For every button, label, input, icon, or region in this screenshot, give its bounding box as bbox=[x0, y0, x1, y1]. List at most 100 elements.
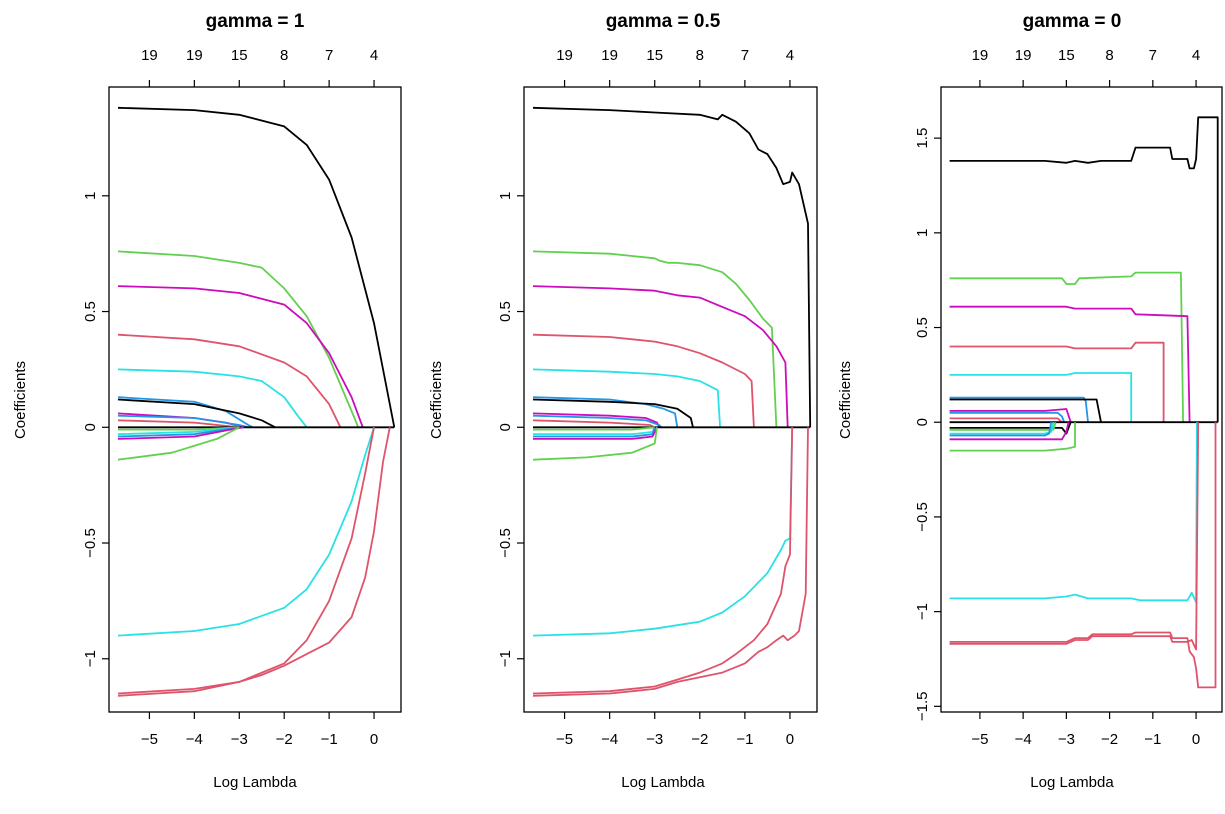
y-tick-label: −1.5 bbox=[914, 692, 931, 722]
coefficient-path-17 bbox=[532, 427, 794, 637]
coefficient-path-14 bbox=[949, 421, 1055, 435]
y-tick-label: 0.5 bbox=[497, 301, 514, 322]
coefficient-path-16 bbox=[949, 422, 1070, 441]
coefficient-path-15 bbox=[533, 426, 658, 440]
top-tick-label: 19 bbox=[1015, 47, 1032, 64]
y-tick-label: 0.5 bbox=[914, 317, 931, 338]
x-tick-label: −3 bbox=[231, 731, 248, 748]
coefficient-path-15 bbox=[949, 422, 1053, 437]
y-tick-label: −0.5 bbox=[914, 502, 931, 532]
coefficient-path-4 bbox=[949, 341, 1165, 423]
plot-frame bbox=[523, 86, 818, 713]
x-tick-label: −3 bbox=[1058, 731, 1075, 748]
top-tick-label: 7 bbox=[1149, 47, 1157, 64]
x-tick-label: −4 bbox=[601, 731, 618, 748]
coefficient-path-7 bbox=[117, 398, 276, 429]
x-tick-label: −4 bbox=[1015, 731, 1032, 748]
coefficient-path-10 bbox=[532, 419, 656, 429]
panel-title: gamma = 0 bbox=[1023, 11, 1122, 32]
x-tick-label: −2 bbox=[1101, 731, 1118, 748]
coefficient-path-20 bbox=[949, 422, 1200, 651]
coefficient-path-5 bbox=[117, 368, 308, 428]
top-tick-label: 4 bbox=[370, 47, 378, 64]
series-group bbox=[532, 106, 812, 697]
coefficient-path-9 bbox=[117, 414, 249, 429]
coefficient-path-17 bbox=[949, 422, 1076, 452]
y-tick-label: −0.5 bbox=[497, 528, 514, 558]
x-tick-label: 0 bbox=[786, 731, 794, 748]
y-tick-label: −1 bbox=[497, 650, 514, 667]
coefficient-path-10 bbox=[949, 417, 1063, 423]
x-tick-label: −1 bbox=[1144, 731, 1161, 748]
y-tick-label: 0 bbox=[82, 423, 99, 431]
top-tick-label: 4 bbox=[1192, 47, 1200, 64]
y-tick-label: 1.5 bbox=[914, 128, 931, 149]
coefficient-path-18 bbox=[532, 427, 794, 695]
coefficient-path-7 bbox=[949, 398, 1102, 423]
coefficient-path-18 bbox=[117, 427, 375, 695]
plot-frame bbox=[108, 86, 402, 713]
top-tick-label: 8 bbox=[696, 47, 704, 64]
top-tick-label: 8 bbox=[1105, 47, 1113, 64]
coefficient-path-1 bbox=[117, 106, 396, 428]
top-tick-label: 19 bbox=[186, 47, 203, 64]
x-tick-label: −2 bbox=[276, 731, 293, 748]
coefficient-path-14 bbox=[117, 426, 240, 438]
panel-gamma-1: gamma = 1 Log Lambda Coefficients −5 −4 −3… bbox=[12, 11, 402, 791]
x-tick-label: −1 bbox=[736, 731, 753, 748]
coefficient-path-9 bbox=[532, 414, 663, 428]
y-tick-label: −0.5 bbox=[82, 528, 99, 558]
y-axis-label: Coefficients bbox=[428, 361, 445, 439]
coefficient-path-16 bbox=[532, 427, 658, 461]
top-tick-label: 7 bbox=[325, 47, 333, 64]
y-tick-label: 0 bbox=[914, 418, 931, 426]
top-tick-label: 19 bbox=[601, 47, 618, 64]
x-tick-label: −4 bbox=[186, 731, 203, 748]
coefficient-path-10 bbox=[117, 419, 240, 429]
coefficient-path-2 bbox=[532, 250, 778, 428]
x-axis-label: Log Lambda bbox=[621, 774, 705, 791]
top-tick-label: 19 bbox=[972, 47, 989, 64]
top-tick-label: 15 bbox=[646, 47, 663, 64]
panel-gamma-0: gamma = 0 Log Lambda Coefficients −5 −4 −3… bbox=[837, 11, 1223, 791]
x-tick-label: −2 bbox=[691, 731, 708, 748]
x-tick-label: −3 bbox=[646, 731, 663, 748]
x-tick-label: −5 bbox=[141, 731, 158, 748]
coefficient-path-1 bbox=[532, 106, 812, 428]
y-tick-label: 0 bbox=[497, 423, 514, 431]
coefficient-path-6 bbox=[532, 396, 679, 428]
top-tick-label: 8 bbox=[280, 47, 288, 64]
coefficient-path-12 bbox=[533, 426, 655, 431]
top-tick-label: 4 bbox=[786, 47, 794, 64]
coefficient-path-6 bbox=[949, 396, 1089, 423]
coefficient-path-7 bbox=[532, 398, 694, 428]
coefficient-path-9 bbox=[949, 411, 1066, 423]
x-tick-label: −1 bbox=[321, 731, 338, 748]
x-tick-label: −5 bbox=[556, 731, 573, 748]
coefficient-path-5 bbox=[532, 368, 721, 428]
y-axis-label: Coefficients bbox=[12, 361, 29, 439]
coefficient-path-3 bbox=[949, 305, 1191, 423]
y-tick-label: 0.5 bbox=[82, 301, 99, 322]
y-tick-label: 1 bbox=[914, 229, 931, 237]
panel-title: gamma = 0.5 bbox=[606, 11, 721, 32]
coefficient-path-17 bbox=[117, 427, 375, 637]
top-tick-label: 19 bbox=[556, 47, 573, 64]
coefficient-path-19 bbox=[532, 427, 809, 697]
x-tick-label: 0 bbox=[1192, 731, 1200, 748]
coefficient-path-3 bbox=[532, 285, 789, 428]
y-tick-label: 1 bbox=[497, 192, 514, 200]
top-tick-label: 7 bbox=[741, 47, 749, 64]
coefficient-path-16 bbox=[117, 426, 240, 461]
coefficient-path-3 bbox=[117, 285, 364, 428]
y-tick-label: 1 bbox=[82, 192, 99, 200]
coefficient-path-2 bbox=[949, 271, 1184, 423]
coefficient-path-5 bbox=[949, 372, 1133, 423]
x-tick-label: 0 bbox=[370, 731, 378, 748]
coefficient-path-2 bbox=[117, 250, 360, 428]
y-axis-label: Coefficients bbox=[837, 361, 854, 439]
top-tick-label: 19 bbox=[141, 47, 158, 64]
coefficient-path-4 bbox=[532, 333, 755, 428]
series-group bbox=[949, 116, 1219, 689]
plot-frame bbox=[940, 86, 1223, 713]
